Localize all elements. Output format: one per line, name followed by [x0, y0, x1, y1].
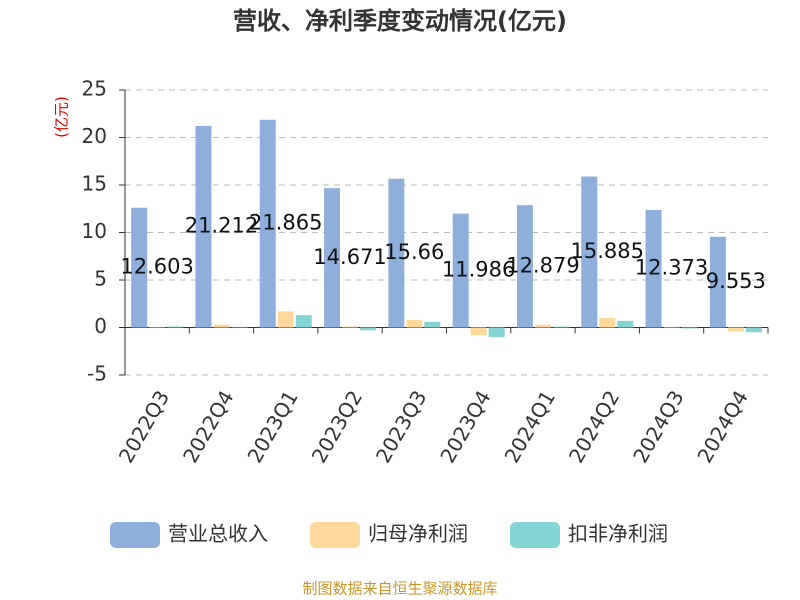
bar: [581, 176, 598, 328]
bar: [709, 236, 726, 328]
chart-title: 营收、净利季度变动情况(亿元): [233, 7, 567, 35]
bar: [259, 119, 276, 328]
bar: [277, 311, 294, 328]
bar: [342, 326, 359, 328]
data-label: 15.66: [384, 240, 444, 264]
bar: [745, 327, 762, 333]
x-tick-label: 2022Q4: [178, 386, 238, 467]
x-tick-label: 2022Q3: [114, 386, 174, 467]
source-note: 制图数据来自恒生聚源数据库: [302, 580, 497, 598]
bar: [424, 321, 441, 328]
y-tick-label: -5: [87, 362, 107, 386]
x-tick-label: 2023Q3: [371, 386, 431, 467]
bar: [360, 327, 377, 331]
y-tick-label: 0: [94, 314, 107, 338]
legend-label: 归母净利润: [368, 522, 468, 546]
x-tick-label: 2024Q2: [564, 386, 624, 467]
bar: [131, 207, 148, 328]
x-tick-label: 2023Q2: [307, 386, 367, 467]
bar: [599, 318, 616, 328]
bar: [213, 324, 230, 328]
x-tick-label: 2024Q1: [500, 386, 560, 467]
bar: [452, 213, 469, 328]
bar: [681, 327, 698, 329]
bar: [617, 320, 634, 328]
y-axis-label: (亿元): [53, 96, 71, 138]
data-label: 15.885: [571, 239, 644, 263]
bar: [488, 327, 505, 337]
x-tick-label: 2023Q1: [242, 386, 302, 467]
data-label: 21.865: [249, 211, 322, 235]
y-tick-label: 5: [94, 267, 107, 291]
bar: [534, 324, 551, 328]
bar: [324, 188, 341, 328]
data-label: 9.553: [706, 269, 766, 293]
legend-swatch: [510, 522, 560, 548]
legend-swatch: [310, 522, 360, 548]
bar: [295, 315, 312, 328]
y-tick-label: 20: [82, 124, 107, 148]
data-label: 12.373: [635, 256, 708, 280]
bar: [388, 178, 405, 328]
bar: [470, 327, 487, 336]
data-label: 21.212: [185, 214, 258, 238]
x-tick-label: 2024Q4: [692, 386, 752, 467]
bar: [167, 326, 184, 328]
data-label: 12.603: [120, 255, 193, 279]
bar: [645, 209, 662, 328]
y-tick-label: 10: [82, 219, 107, 243]
legend-swatch: [110, 522, 160, 548]
data-label: 12.879: [506, 253, 579, 277]
data-label: 14.671: [313, 245, 386, 269]
bar: [727, 327, 744, 332]
legend-label: 营业总收入: [168, 522, 268, 546]
bar: [195, 125, 212, 328]
bar: [552, 326, 569, 328]
data-label: 11.986: [442, 258, 515, 282]
y-tick-label: 15: [82, 172, 107, 196]
bar: [406, 319, 423, 328]
y-tick-label: 25: [82, 77, 107, 101]
x-tick-label: 2024Q3: [628, 386, 688, 467]
legend-label: 扣非净利润: [568, 522, 668, 546]
bar: [516, 205, 533, 328]
x-tick-label: 2023Q4: [435, 386, 495, 467]
